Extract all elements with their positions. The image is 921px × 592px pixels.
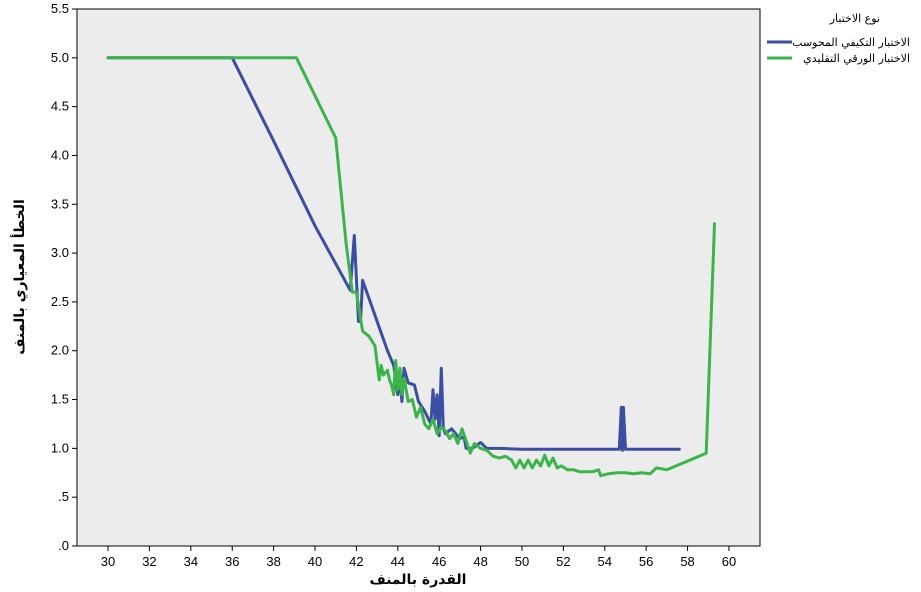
x-tick-label: 42 — [349, 554, 363, 569]
plot-area — [76, 8, 761, 547]
y-axis-title: الخطأ المعياري بالمنف — [10, 199, 29, 355]
series-line-1 — [106, 56, 716, 478]
y-tick-label: 3.5 — [51, 196, 69, 211]
y-tick-label: 5.5 — [51, 1, 69, 16]
y-tick-label: 2.0 — [51, 343, 69, 358]
x-axis-title: القدرة بالمنف — [370, 572, 467, 588]
x-tick-label: 38 — [266, 554, 280, 569]
y-tick-label: .0 — [58, 538, 69, 553]
x-tick-label: 40 — [308, 554, 322, 569]
legend: نوع الاختبار الاختبار التكيفي المحوسب ال… — [767, 12, 910, 65]
series-line-0 — [106, 56, 681, 452]
legend-title: نوع الاختبار — [829, 12, 880, 25]
y-tick-label: .5 — [58, 489, 69, 504]
x-tick-label: 50 — [515, 554, 529, 569]
axis-layer: .0 .5 1.0 1.5 2.0 2.5 3.0 3.5 4.0 4.5 5.0 5.5 30 32 34… — [51, 1, 736, 569]
y-tick-label: 1.5 — [51, 392, 69, 407]
y-tick-label: 1.0 — [51, 440, 69, 455]
x-tick-label: 56 — [639, 554, 653, 569]
x-tick-label: 32 — [142, 554, 156, 569]
x-tick-label: 48 — [473, 554, 487, 569]
y-tick-label: 5.0 — [51, 50, 69, 65]
x-tick-label: 46 — [432, 554, 446, 569]
x-tick-label: 52 — [556, 554, 570, 569]
x-tick-label: 34 — [184, 554, 198, 569]
y-tick-label: 4.5 — [51, 99, 69, 114]
x-tick-label: 30 — [101, 554, 115, 569]
y-tick-label: 4.0 — [51, 147, 69, 162]
x-tick-label: 44 — [391, 554, 405, 569]
x-tick-label: 36 — [225, 554, 239, 569]
series-layer — [106, 56, 716, 478]
x-tick-label: 58 — [680, 554, 694, 569]
y-tick-label: 3.0 — [51, 245, 69, 260]
legend-label-1: الاختبار الورقي التقليدي — [803, 52, 910, 65]
legend-label-0: الاختبار التكيفي المحوسب — [792, 36, 910, 49]
x-tick-label: 54 — [598, 554, 612, 569]
x-tick-label: 60 — [722, 554, 736, 569]
y-tick-label: 2.5 — [51, 294, 69, 309]
